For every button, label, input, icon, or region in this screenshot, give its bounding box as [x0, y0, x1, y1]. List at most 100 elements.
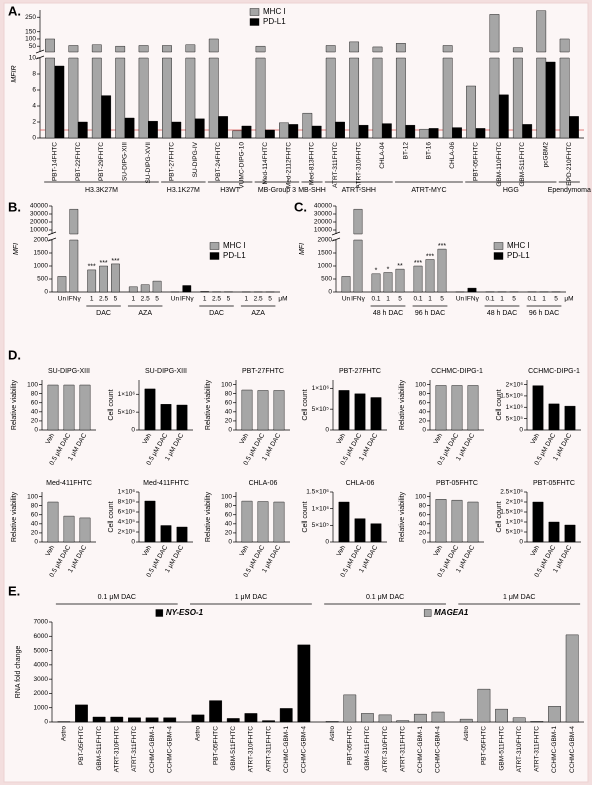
x-tick-label: Veh: [336, 432, 348, 446]
bar: [75, 704, 88, 723]
y-axis-label: MFI: [13, 243, 20, 255]
y-tick-label: 2000: [34, 690, 49, 697]
bar: [341, 276, 351, 293]
y-tick-label: 30000: [314, 211, 332, 218]
y-tick-label: 10000: [30, 227, 48, 234]
bar: [370, 397, 382, 431]
x-tick-label: pcGBM2: [543, 142, 550, 168]
y-axis-label: Relative viability: [205, 379, 212, 430]
y-tick-label: 1500: [34, 250, 49, 257]
bar: [358, 125, 369, 139]
bar: [349, 41, 359, 139]
y-tick-label: 0: [328, 289, 332, 296]
y-tick-label: 0: [228, 539, 232, 546]
x-tick-label: SU-DIPG-XIII: [122, 142, 129, 181]
legend-label: MHC I: [223, 241, 246, 250]
x-tick-label: PBT-24FHTC: [215, 142, 222, 181]
bar: [548, 706, 561, 723]
bar: [77, 121, 88, 139]
y-tick-label: 2000: [34, 237, 49, 244]
legend-swatch: [155, 609, 164, 617]
y-tick-label: 40: [225, 521, 233, 528]
bar: [381, 123, 392, 139]
bar: [467, 287, 477, 293]
bar: [372, 46, 383, 139]
chart-title: CCHMC-DIPG-1: [431, 368, 483, 375]
x-tick-label: CCHMC-GBM-4: [301, 726, 308, 773]
bar: [45, 38, 55, 139]
bar: [512, 47, 523, 139]
y-tick-label: 1500: [318, 250, 333, 257]
x-tick-label: ATRT-310FHTC: [516, 726, 523, 773]
group-label: AZA: [138, 310, 152, 317]
y-tick-label: 40: [225, 409, 233, 416]
group-label: DAC: [96, 310, 111, 317]
y-axis-label: RNA fold change: [15, 646, 22, 699]
significance-label: *: [375, 268, 378, 275]
x-tick-label: CCHMC-GBM-1: [283, 726, 290, 773]
x-tick-label: PBT-27FHTC: [168, 142, 175, 181]
x-tick-label: GBM-110FHTC: [496, 142, 503, 187]
legend-label: PD-L1: [263, 17, 286, 26]
bar: [145, 717, 159, 723]
y-tick-label: 1×10⁶: [506, 404, 524, 411]
bar: [279, 122, 289, 139]
bar: [370, 523, 382, 543]
x-tick-label: 5: [227, 296, 231, 303]
legend-swatch: [209, 252, 220, 260]
bar: [140, 284, 150, 293]
x-tick-label: 0.1: [413, 296, 422, 303]
x-tick-label: 5: [155, 296, 159, 303]
bar: [288, 124, 299, 139]
y-tick-label: 20000: [314, 219, 332, 226]
x-tick-label: VUMC-DIPG-10: [239, 142, 246, 189]
bar: [431, 711, 445, 723]
x-tick-label: 1: [244, 296, 248, 303]
x-tick-label: IFNγ: [67, 296, 81, 303]
group-label: Ependymoma: [548, 187, 591, 194]
x-tick-label: 5: [268, 296, 272, 303]
y-tick-label: 20: [419, 418, 427, 425]
y-tick-label: 10: [29, 55, 37, 62]
x-tick-label: Veh: [336, 544, 348, 558]
x-tick-label: GBM-511FHTC: [96, 726, 103, 771]
bar: [338, 501, 350, 543]
bar: [162, 45, 172, 139]
x-tick-label: Un: [58, 296, 67, 303]
y-axis-label: Relative viability: [11, 491, 18, 542]
bar: [91, 44, 102, 139]
group-label: H3.1K27M: [167, 187, 200, 194]
y-tick-label: 0: [32, 135, 36, 142]
panel-label: D.: [8, 347, 21, 362]
x-tick-label: CHLA-04: [379, 142, 386, 169]
x-tick-label: BT-12: [402, 142, 409, 160]
bar: [545, 61, 556, 139]
bar: [564, 524, 576, 543]
bar: [425, 259, 435, 293]
bar: [255, 46, 266, 139]
y-tick-label: 3000: [34, 676, 49, 683]
y-tick-label: 2: [32, 119, 36, 126]
y-tick-label: 0: [44, 289, 48, 296]
x-tick-label: PBT-05FHTC: [212, 726, 219, 765]
group-label: DAC: [209, 310, 224, 317]
x-tick-label: 2.5: [254, 296, 263, 303]
bar: [343, 694, 357, 723]
bar: [495, 708, 508, 723]
y-axis-label: Relative viability: [399, 379, 406, 430]
x-tick-label: GBM-511FHTC: [230, 726, 237, 771]
group-label: MB-Group 3: [258, 187, 296, 194]
x-tick-label: PBT-05FHTC: [481, 726, 488, 765]
y-tick-label: 40: [419, 521, 427, 528]
y-tick-label: 80: [419, 390, 427, 397]
bar: [47, 384, 59, 431]
y-tick-label: 0: [131, 427, 135, 434]
group-label: H3.3K27M: [85, 187, 118, 194]
y-tick-label: 100: [27, 381, 38, 388]
x-tick-label: 0.1: [527, 296, 536, 303]
y-tick-label: 0: [44, 719, 48, 726]
bar: [413, 265, 423, 293]
x-tick-label: ATRT-311FHTC: [332, 142, 339, 188]
y-tick-label: 1×10⁶: [506, 519, 524, 526]
